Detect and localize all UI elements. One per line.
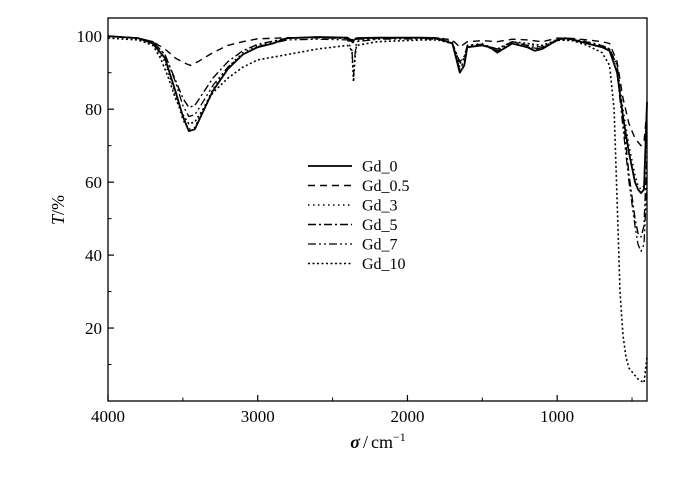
- y-tick-label: 40: [85, 246, 102, 265]
- legend: Gd_0 Gd_0.5 Gd_3 Gd_5 Gd_7 Gd_10: [308, 159, 410, 273]
- y-tick-label: 20: [85, 319, 102, 338]
- x-tick-label: 4000: [91, 407, 125, 426]
- legend-label: Gd_10: [362, 256, 406, 273]
- legend-label: Gd_0: [362, 159, 398, 176]
- legend-label: Gd_0.5: [362, 178, 410, 195]
- series-layer: [107, 35, 648, 384]
- y-tick-label: 100: [77, 27, 103, 46]
- x-tick-label: 3000: [241, 407, 275, 426]
- y-axis-label: T/%: [48, 195, 68, 225]
- legend-label: Gd_5: [362, 217, 398, 234]
- legend-label: Gd_3: [362, 198, 398, 215]
- y-axis-symbol: T: [48, 213, 68, 225]
- x-tick-label: 1000: [540, 407, 574, 426]
- x-axis-symbol: σ: [350, 432, 361, 452]
- x-tick-label: 2000: [390, 407, 424, 426]
- y-tick-label: 60: [85, 173, 102, 192]
- series-line-gd-10: [107, 37, 648, 384]
- plot-frame: [107, 17, 648, 402]
- y-tick-label: 80: [85, 100, 102, 119]
- x-axis-label: σ / cm−1: [350, 430, 406, 452]
- y-axis-unit: %: [48, 195, 68, 210]
- axis-ticks: 4000 3000 2000 1000 20 40 60 80 100: [77, 27, 633, 426]
- series-line-gd-3: [107, 35, 648, 191]
- legend-label: Gd_7: [362, 237, 398, 254]
- x-axis-unit: cm: [371, 432, 393, 452]
- series-line-gd-7: [107, 35, 648, 253]
- x-axis-exponent: −1: [393, 430, 406, 444]
